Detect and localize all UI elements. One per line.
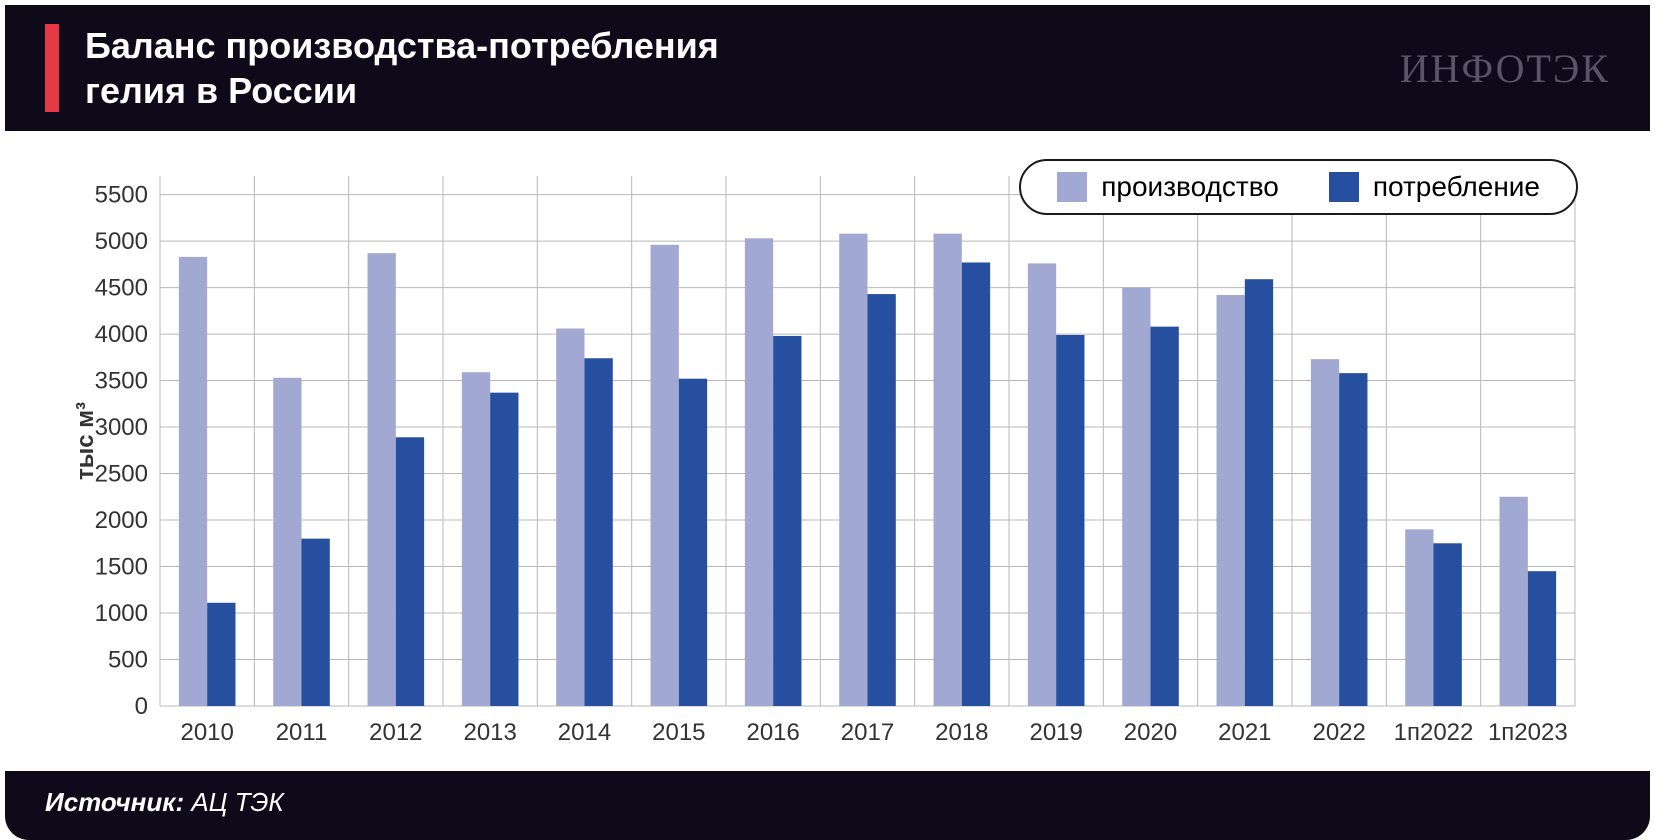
bar [462,372,490,706]
bar [302,539,330,706]
bar [1434,543,1462,706]
svg-text:1п2022: 1п2022 [1394,719,1474,746]
svg-text:1п2023: 1п2023 [1488,719,1568,746]
svg-text:500: 500 [108,647,148,674]
legend-swatch [1057,172,1087,202]
bar [651,245,679,706]
accent-bar [45,24,59,112]
svg-text:тыс м³: тыс м³ [72,402,99,480]
header: Баланс производства-потребления гелия в … [5,5,1650,131]
legend-swatch [1329,172,1359,202]
svg-text:5500: 5500 [95,182,148,209]
chart-area: 0 500 1000 1500 2000 2500 3000 3500 4000 4500 5000… [5,131,1650,771]
legend-item: производство [1057,171,1279,203]
bar [368,253,396,706]
bar [1405,529,1433,706]
title-line2: гелия в России [85,68,719,113]
legend-label: производство [1101,171,1279,203]
bar [1528,571,1556,706]
bar [1217,295,1245,706]
svg-text:2500: 2500 [95,461,148,488]
bar [396,437,424,706]
bar [1151,327,1179,706]
bar [585,358,613,706]
bar [207,603,235,706]
bar [773,336,801,706]
svg-text:1500: 1500 [95,554,148,581]
chart-title: Баланс производства-потребления гелия в … [85,23,719,113]
svg-text:2020: 2020 [1124,719,1177,746]
bar [679,379,707,706]
bar [868,294,896,706]
bar [1056,335,1084,706]
bar [1245,279,1273,706]
svg-text:2014: 2014 [558,719,611,746]
legend-label: потребление [1373,171,1540,203]
bar-chart: 0 500 1000 1500 2000 2500 3000 3500 4000 4500 5000… [65,151,1590,761]
svg-text:2016: 2016 [746,719,799,746]
bar [1339,373,1367,706]
bar [962,262,990,706]
bar [1500,497,1528,706]
bar [1311,359,1339,706]
bar [179,257,207,706]
svg-text:5000: 5000 [95,228,148,255]
title-line1: Баланс производства-потребления [85,23,719,68]
bar [1028,263,1056,706]
bar [934,234,962,706]
svg-text:2010: 2010 [180,719,233,746]
bar [839,234,867,706]
source-value: АЦ ТЭК [184,787,284,817]
svg-text:2021: 2021 [1218,719,1271,746]
svg-text:2013: 2013 [463,719,516,746]
svg-text:2015: 2015 [652,719,705,746]
legend: производство потребление [1019,159,1578,215]
svg-text:1000: 1000 [95,600,148,627]
footer: Источник: АЦ ТЭК [5,771,1650,840]
bar [556,328,584,706]
svg-text:4000: 4000 [95,321,148,348]
bar [273,378,301,706]
bar [745,238,773,706]
svg-text:3000: 3000 [95,414,148,441]
source-label: Источник: [45,787,184,817]
svg-text:4500: 4500 [95,275,148,302]
brand-logo: ИНФОТЭК [1400,45,1610,92]
svg-text:2000: 2000 [95,507,148,534]
legend-item: потребление [1329,171,1540,203]
svg-text:2022: 2022 [1312,719,1365,746]
svg-text:2017: 2017 [841,719,894,746]
chart-card: Баланс производства-потребления гелия в … [5,5,1650,840]
svg-text:2018: 2018 [935,719,988,746]
svg-text:2012: 2012 [369,719,422,746]
title-block: Баланс производства-потребления гелия в … [5,23,719,113]
bar [1122,288,1150,706]
svg-text:2011: 2011 [276,719,328,746]
svg-text:3500: 3500 [95,368,148,395]
svg-text:2019: 2019 [1029,719,1082,746]
svg-text:0: 0 [135,693,148,720]
bar [490,393,518,706]
